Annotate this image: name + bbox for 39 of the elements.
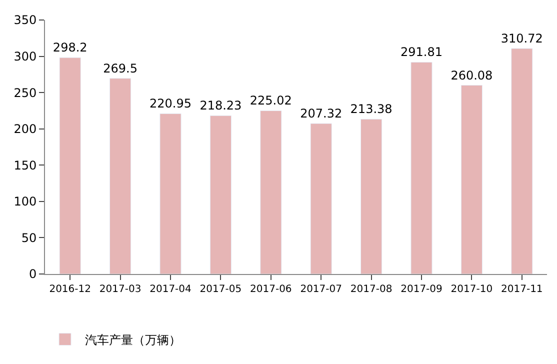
bar bbox=[110, 78, 132, 274]
y-tick-label: 200 bbox=[14, 122, 37, 136]
y-tick-label: 50 bbox=[21, 230, 37, 245]
y-tick-label: 350 bbox=[14, 13, 37, 28]
x-tick-label: 2016-12 bbox=[49, 284, 91, 295]
x-tick-label: 2017-04 bbox=[150, 284, 192, 295]
legend-label: 汽车产量（万辆） bbox=[85, 332, 181, 347]
y-tick-label: 100 bbox=[14, 194, 37, 209]
x-tick-label: 2017-08 bbox=[350, 284, 392, 295]
bar bbox=[410, 62, 432, 274]
y-tick-label: 0 bbox=[28, 267, 37, 282]
data-label: 225.02 bbox=[250, 94, 292, 108]
x-tick-label: 2017-05 bbox=[200, 284, 242, 295]
bar bbox=[511, 48, 533, 274]
data-label: 218.23 bbox=[200, 98, 242, 113]
bar bbox=[59, 57, 81, 274]
data-label: 291.81 bbox=[400, 45, 442, 60]
data-label: 269.5 bbox=[103, 61, 138, 76]
x-tick-label: 2017-09 bbox=[400, 284, 442, 295]
bar bbox=[160, 113, 182, 274]
x-tick-label: 2017-06 bbox=[250, 284, 292, 295]
x-tick-label: 2017-03 bbox=[99, 284, 142, 295]
bar bbox=[460, 85, 482, 274]
data-label: 260.08 bbox=[450, 68, 493, 82]
data-label: 220.95 bbox=[150, 96, 192, 111]
data-label: 298.2 bbox=[52, 40, 88, 55]
bar bbox=[210, 115, 232, 274]
bar bbox=[260, 110, 282, 274]
x-tick-label: 2017-07 bbox=[300, 284, 342, 295]
y-tick-label: 300 bbox=[14, 49, 37, 64]
data-label: 310.72 bbox=[500, 32, 543, 46]
x-tick-label: 2017-10 bbox=[450, 284, 493, 295]
data-label: 213.38 bbox=[350, 102, 392, 116]
y-tick-label: 150 bbox=[14, 158, 37, 172]
bar bbox=[310, 123, 332, 274]
y-tick-label: 250 bbox=[14, 86, 37, 100]
data-label: 207.32 bbox=[300, 106, 342, 121]
x-tick-label: 2017-11 bbox=[501, 284, 543, 295]
bar bbox=[360, 118, 382, 274]
